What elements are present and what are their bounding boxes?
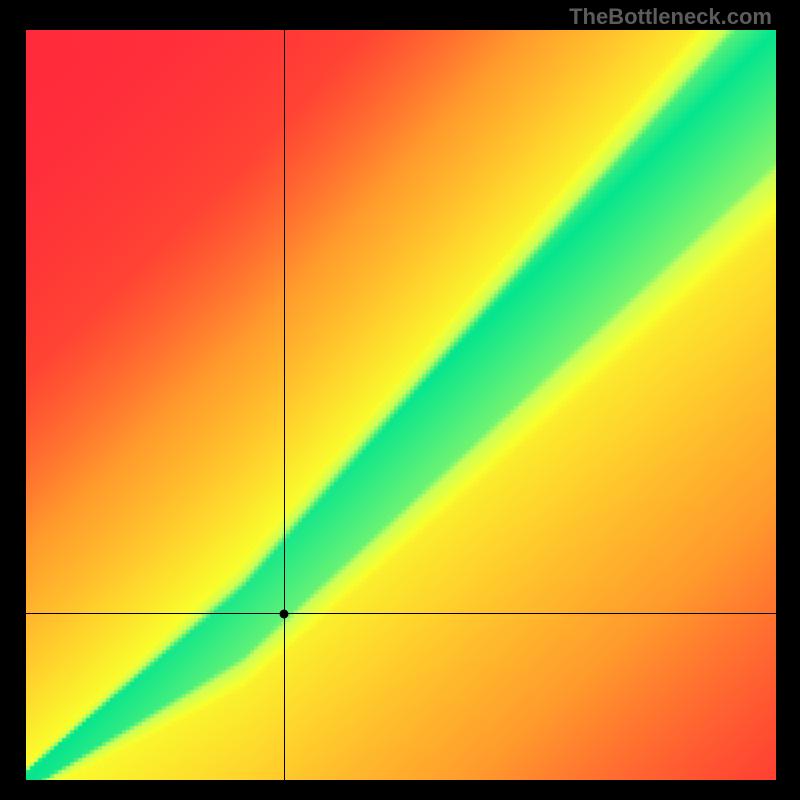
crosshair-vertical [284,30,285,780]
bottleneck-heatmap [26,30,776,780]
watermark-text: TheBottleneck.com [569,4,772,30]
crosshair-horizontal [26,613,776,614]
selected-point-marker [280,609,289,618]
